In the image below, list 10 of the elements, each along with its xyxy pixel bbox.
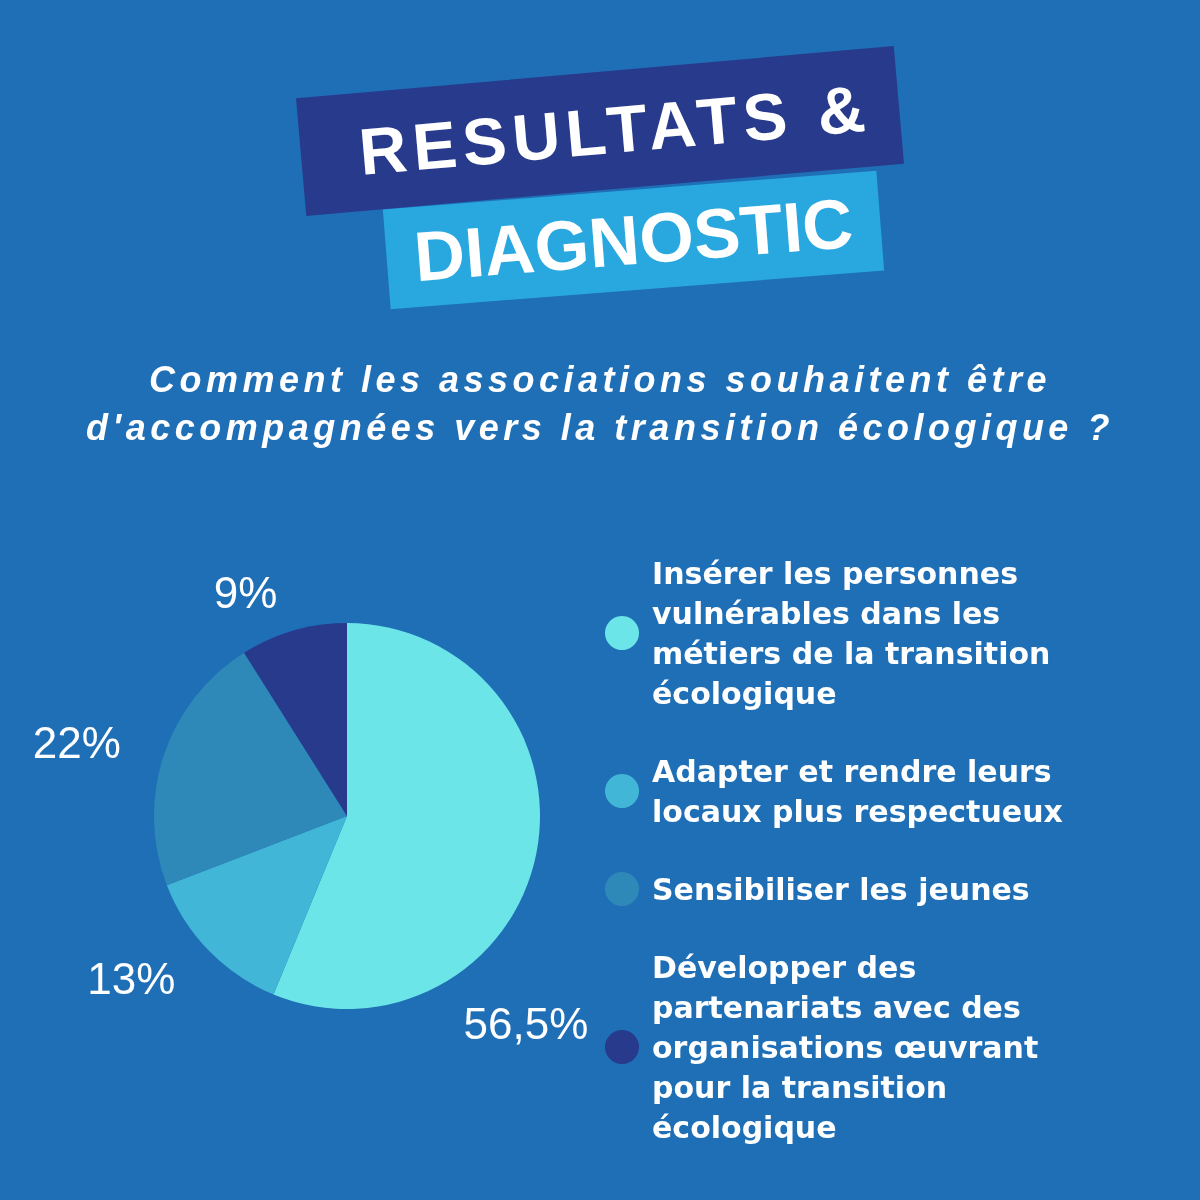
legend-label: Développer des partenariats avec des organisations œuvrant pour la transition écologique bbox=[652, 949, 1049, 1145]
data-label: 13% bbox=[87, 954, 176, 1004]
legend-label: Adapter et rendre leurs locaux plus respectueux bbox=[652, 753, 1063, 829]
data-label: 9% bbox=[213, 567, 278, 617]
data-label: 22% bbox=[32, 718, 121, 768]
chart-subtitle: Comment les associations souhaitent être d'accompagnées vers la transition écologique ? bbox=[85, 358, 1115, 450]
legend-label: Insérer les personnes vulnérables dans les métiers de la transition écologique bbox=[652, 555, 1061, 711]
legend-label: Sensibiliser les jeunes bbox=[652, 871, 1030, 907]
chart-title: RESULTATS & DIAGNOSTIC bbox=[355, 69, 875, 299]
data-label: 56,5% bbox=[463, 999, 589, 1049]
